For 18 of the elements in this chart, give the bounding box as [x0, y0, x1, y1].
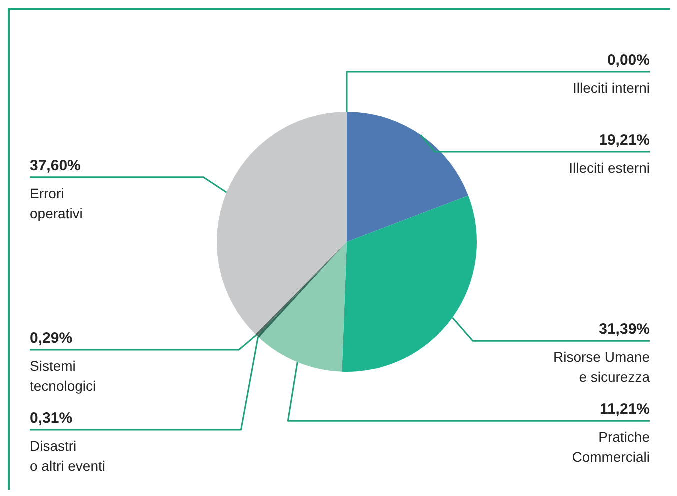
pie-slice — [347, 112, 468, 242]
category-label: Illeciti interni — [572, 80, 650, 96]
data-label: 19,21% — [599, 132, 650, 149]
slice-label: Disastri o altri eventi — [30, 438, 106, 474]
pie-slice — [217, 112, 347, 334]
text: 0,00% — [607, 52, 650, 69]
data-label: 0,29% — [30, 330, 73, 347]
data-label: 0,31% — [30, 410, 73, 427]
pie-slice — [259, 242, 347, 372]
data-label: 37,60% — [30, 157, 81, 174]
slice-label: Risorse Umane e sicurezza — [554, 349, 650, 386]
slice-label: Illeciti esterni — [569, 160, 650, 176]
pie-slice — [342, 196, 477, 372]
slice-label: Sistemi tecnologici — [30, 358, 96, 394]
data-label: 31,39% — [599, 321, 650, 338]
slice-label: Pratiche Commerciali — [572, 429, 650, 466]
slice-label: Errori operativi — [30, 185, 83, 222]
data-label: 11,21% — [600, 401, 650, 418]
